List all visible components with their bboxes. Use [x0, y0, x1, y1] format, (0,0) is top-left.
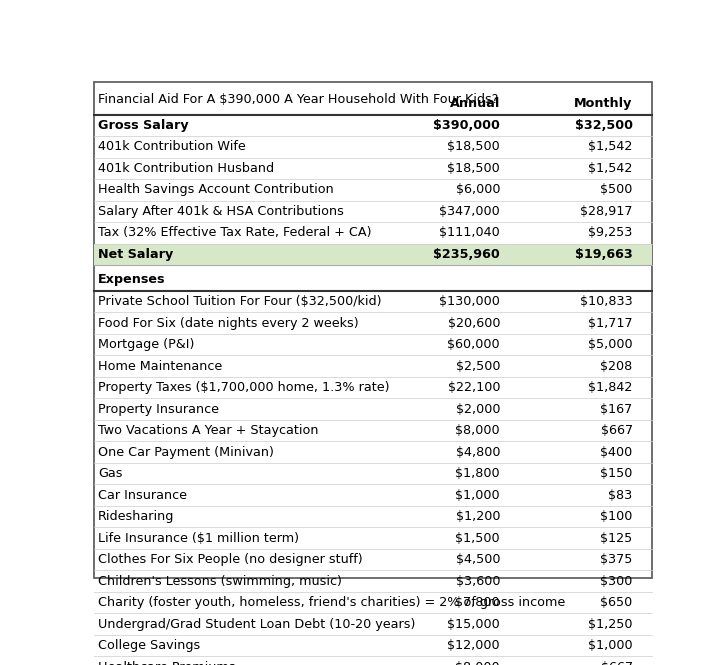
Text: $667: $667: [601, 424, 633, 437]
Text: $60,000: $60,000: [448, 338, 500, 351]
Text: Undergrad/Grad Student Loan Debt (10-20 years): Undergrad/Grad Student Loan Debt (10-20 …: [98, 618, 415, 630]
Text: Expenses: Expenses: [98, 273, 165, 286]
Text: $4,800: $4,800: [456, 446, 500, 459]
Text: Salary After 401k & HSA Contributions: Salary After 401k & HSA Contributions: [98, 205, 344, 218]
Text: $1,800: $1,800: [456, 467, 500, 480]
Text: $28,917: $28,917: [580, 205, 633, 218]
Text: 401k Contribution Husband: 401k Contribution Husband: [98, 162, 274, 175]
Text: Ridesharing: Ridesharing: [98, 510, 174, 523]
Text: $4,500: $4,500: [456, 553, 500, 566]
Text: $32,500: $32,500: [574, 119, 633, 132]
Text: $1,000: $1,000: [456, 489, 500, 501]
Text: Children's Lessons (swimming, music): Children's Lessons (swimming, music): [98, 575, 341, 588]
Text: Life Insurance ($1 million term): Life Insurance ($1 million term): [98, 531, 298, 545]
Text: $1,200: $1,200: [456, 510, 500, 523]
Text: $83: $83: [609, 489, 633, 501]
Text: Monthly: Monthly: [574, 97, 633, 110]
Text: $235,960: $235,960: [433, 248, 500, 261]
Text: $167: $167: [601, 402, 633, 416]
Text: $7,800: $7,800: [456, 596, 500, 609]
Text: Gas: Gas: [98, 467, 122, 480]
Text: Property Insurance: Property Insurance: [98, 402, 219, 416]
Text: Car Insurance: Car Insurance: [98, 489, 187, 501]
Text: $650: $650: [601, 596, 633, 609]
Text: $8,000: $8,000: [456, 660, 500, 665]
Text: $15,000: $15,000: [447, 618, 500, 630]
Text: $10,833: $10,833: [580, 295, 633, 308]
Text: $1,250: $1,250: [588, 618, 633, 630]
Text: $2,000: $2,000: [456, 402, 500, 416]
Text: $9,253: $9,253: [588, 226, 633, 239]
Text: $8,000: $8,000: [456, 424, 500, 437]
Text: Home Maintenance: Home Maintenance: [98, 360, 222, 372]
Text: $20,600: $20,600: [448, 317, 500, 330]
Text: Health Savings Account Contribution: Health Savings Account Contribution: [98, 184, 333, 196]
Text: $1,842: $1,842: [588, 381, 633, 394]
Text: $150: $150: [601, 467, 633, 480]
Text: Mortgage (P&I): Mortgage (P&I): [98, 338, 194, 351]
Text: $400: $400: [601, 446, 633, 459]
Text: $18,500: $18,500: [447, 162, 500, 175]
Text: $130,000: $130,000: [439, 295, 500, 308]
Text: $22,100: $22,100: [448, 381, 500, 394]
Text: $6,000: $6,000: [456, 184, 500, 196]
Text: College Savings: College Savings: [98, 639, 200, 652]
Text: Food For Six (date nights every 2 weeks): Food For Six (date nights every 2 weeks): [98, 317, 358, 330]
Text: $1,717: $1,717: [588, 317, 633, 330]
Text: $375: $375: [601, 553, 633, 566]
Text: $3,600: $3,600: [456, 575, 500, 588]
Text: $111,040: $111,040: [439, 226, 500, 239]
Text: Property Taxes ($1,700,000 home, 1.3% rate): Property Taxes ($1,700,000 home, 1.3% ra…: [98, 381, 389, 394]
Text: Net Salary: Net Salary: [98, 248, 173, 261]
Text: One Car Payment (Minivan): One Car Payment (Minivan): [98, 446, 274, 459]
Text: $12,000: $12,000: [448, 639, 500, 652]
FancyBboxPatch shape: [94, 243, 652, 265]
Text: Clothes For Six People (no designer stuff): Clothes For Six People (no designer stuf…: [98, 553, 363, 566]
FancyBboxPatch shape: [94, 82, 652, 577]
Text: $1,542: $1,542: [588, 140, 633, 154]
Text: $100: $100: [601, 510, 633, 523]
Text: $1,500: $1,500: [456, 531, 500, 545]
Text: Tax (32% Effective Tax Rate, Federal + CA): Tax (32% Effective Tax Rate, Federal + C…: [98, 226, 371, 239]
Text: Private School Tuition For Four ($32,500/kid): Private School Tuition For Four ($32,500…: [98, 295, 381, 308]
Text: Gross Salary: Gross Salary: [98, 119, 189, 132]
Text: $347,000: $347,000: [439, 205, 500, 218]
Text: $19,663: $19,663: [575, 248, 633, 261]
Text: Two Vacations A Year + Staycation: Two Vacations A Year + Staycation: [98, 424, 318, 437]
Text: Annual: Annual: [450, 97, 500, 110]
Text: $667: $667: [601, 660, 633, 665]
Text: $18,500: $18,500: [447, 140, 500, 154]
Text: Financial Aid For A $390,000 A Year Household With Four Kids?: Financial Aid For A $390,000 A Year Hous…: [98, 93, 498, 106]
Text: $125: $125: [601, 531, 633, 545]
Text: $500: $500: [601, 184, 633, 196]
Text: $1,542: $1,542: [588, 162, 633, 175]
Text: 401k Contribution Wife: 401k Contribution Wife: [98, 140, 245, 154]
Text: Charity (foster youth, homeless, friend's charities) = 2% of gross income: Charity (foster youth, homeless, friend'…: [98, 596, 565, 609]
Text: $390,000: $390,000: [433, 119, 500, 132]
Text: $2,500: $2,500: [456, 360, 500, 372]
Text: $208: $208: [601, 360, 633, 372]
Text: Healthcare Premiums: Healthcare Premiums: [98, 660, 235, 665]
Text: $5,000: $5,000: [588, 338, 633, 351]
Text: $300: $300: [601, 575, 633, 588]
Text: $1,000: $1,000: [588, 639, 633, 652]
